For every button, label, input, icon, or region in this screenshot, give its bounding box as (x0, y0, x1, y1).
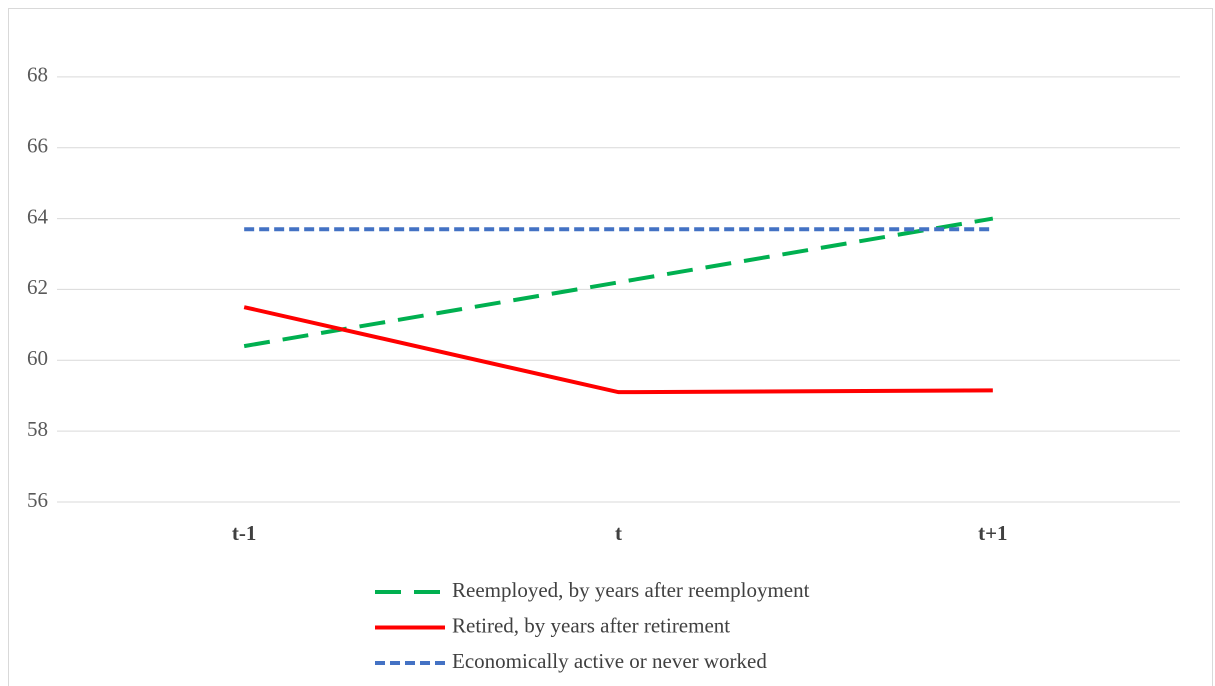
series-line (243, 305, 993, 395)
y-tick-label: 66 (27, 134, 48, 158)
legend-label: Reemployed, by years after reemployment (452, 578, 810, 602)
x-tick-label: t-1 (232, 521, 257, 545)
series-line (243, 216, 994, 349)
y-tick-label: 68 (27, 63, 48, 87)
x-tick-label: t (615, 521, 622, 545)
chart-border (8, 8, 1213, 686)
y-tick-label: 60 (27, 346, 48, 370)
y-tick-label: 56 (27, 488, 48, 512)
y-tick-label: 58 (27, 417, 48, 441)
y-tick-label: 64 (27, 204, 49, 228)
legend-label: Retired, by years after retirement (452, 613, 730, 637)
x-tick-label: t+1 (978, 521, 1007, 545)
y-tick-label: 62 (27, 275, 48, 299)
legend-label: Economically active or never worked (452, 649, 767, 673)
